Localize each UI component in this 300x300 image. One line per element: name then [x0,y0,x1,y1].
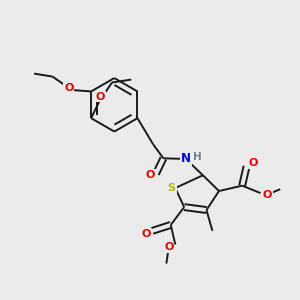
Text: H: H [193,152,201,162]
Text: O: O [248,158,258,168]
Text: S: S [168,183,176,193]
Text: O: O [64,83,74,94]
Text: N: N [181,152,191,165]
Text: O: O [145,170,155,180]
Text: O: O [262,190,272,200]
Text: O: O [164,242,173,253]
Text: O: O [95,92,105,101]
Text: O: O [141,229,151,239]
